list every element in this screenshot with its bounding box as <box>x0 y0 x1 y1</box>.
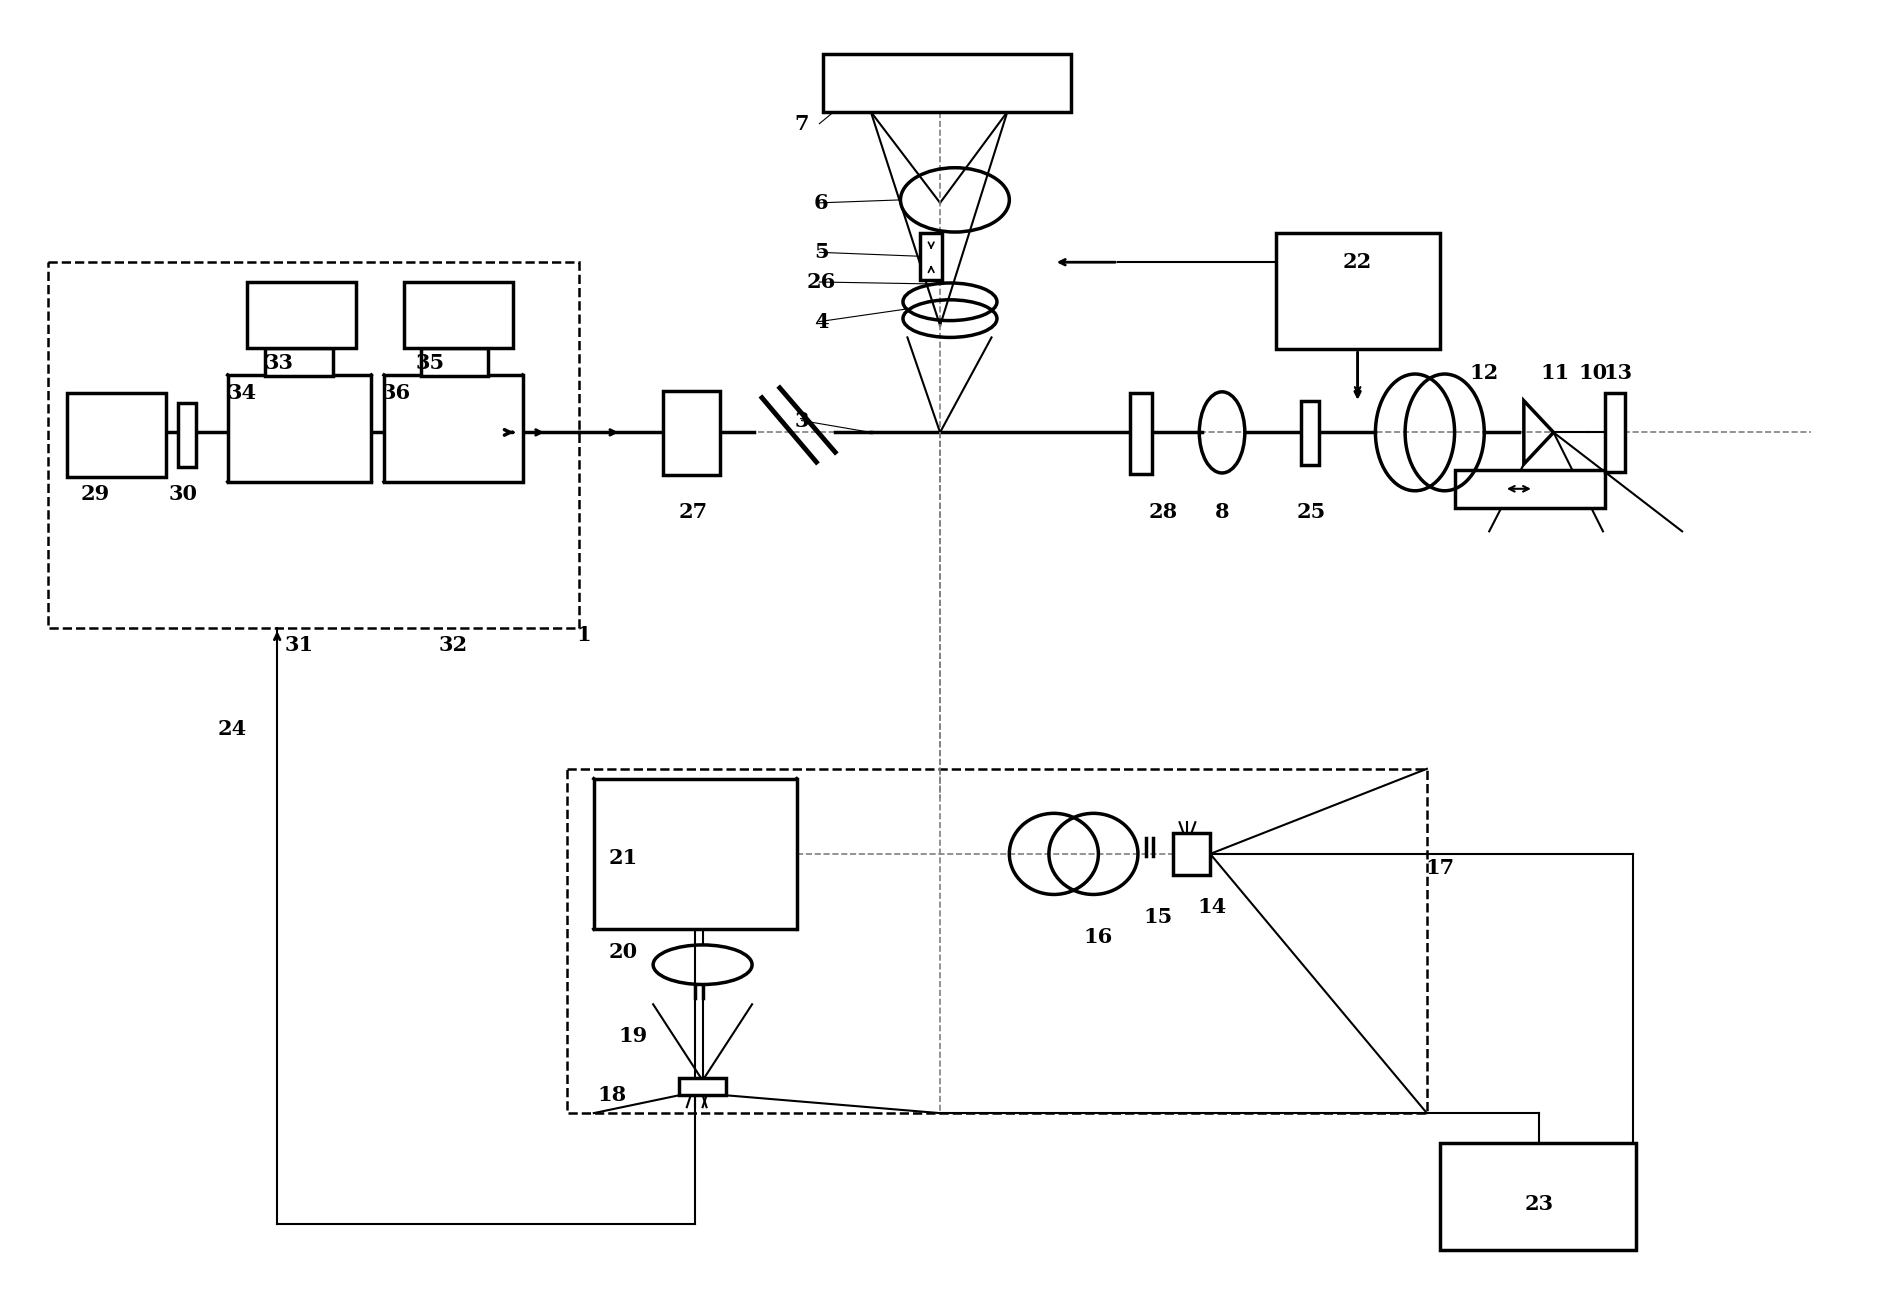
Text: 30: 30 <box>169 484 197 503</box>
Text: 27: 27 <box>678 502 706 522</box>
Bar <box>265 348 333 376</box>
Text: 26: 26 <box>807 272 835 292</box>
Text: 6: 6 <box>814 193 830 213</box>
Bar <box>1172 833 1210 875</box>
Bar <box>1455 470 1604 507</box>
Text: 11: 11 <box>1542 363 1570 384</box>
Text: 35: 35 <box>417 353 445 373</box>
Bar <box>1277 233 1439 350</box>
Text: 4: 4 <box>814 311 830 331</box>
Text: 14: 14 <box>1197 897 1227 917</box>
Text: 29: 29 <box>80 484 110 503</box>
Text: 13: 13 <box>1604 363 1633 384</box>
Bar <box>678 1077 727 1096</box>
Text: 7: 7 <box>794 114 809 134</box>
Bar <box>403 283 513 348</box>
Text: 20: 20 <box>608 942 638 962</box>
Text: 24: 24 <box>218 719 248 740</box>
Bar <box>178 402 195 466</box>
Text: 5: 5 <box>814 242 830 263</box>
Text: 34: 34 <box>227 382 258 403</box>
Text: 22: 22 <box>1343 252 1373 272</box>
Text: 25: 25 <box>1297 502 1326 522</box>
Bar <box>68 393 167 477</box>
Text: 1: 1 <box>576 625 591 645</box>
Text: 18: 18 <box>597 1085 627 1105</box>
Text: 28: 28 <box>1148 502 1178 522</box>
Bar <box>1301 401 1318 465</box>
Bar <box>920 233 941 280</box>
Text: 19: 19 <box>619 1026 648 1046</box>
Text: 31: 31 <box>284 635 314 656</box>
Text: 23: 23 <box>1525 1194 1553 1214</box>
Bar <box>227 374 371 482</box>
Text: 16: 16 <box>1083 926 1114 947</box>
Text: 36: 36 <box>381 382 411 403</box>
Text: 21: 21 <box>608 848 638 867</box>
Text: 10: 10 <box>1578 363 1608 384</box>
Bar <box>1439 1143 1636 1250</box>
Bar <box>566 769 1426 1113</box>
Text: 3: 3 <box>794 410 809 431</box>
Bar <box>595 779 797 929</box>
Text: 33: 33 <box>265 353 294 373</box>
Bar <box>1131 393 1152 474</box>
Bar <box>824 54 1070 112</box>
Text: 17: 17 <box>1424 858 1455 878</box>
Text: 12: 12 <box>1470 363 1498 384</box>
Bar <box>384 374 523 482</box>
Text: 32: 32 <box>439 635 468 656</box>
Text: 15: 15 <box>1144 907 1172 928</box>
Bar <box>47 263 580 628</box>
Bar <box>420 348 489 376</box>
Text: 8: 8 <box>1214 502 1229 522</box>
Bar <box>1604 393 1625 472</box>
Bar <box>248 283 356 348</box>
Bar <box>663 390 720 474</box>
